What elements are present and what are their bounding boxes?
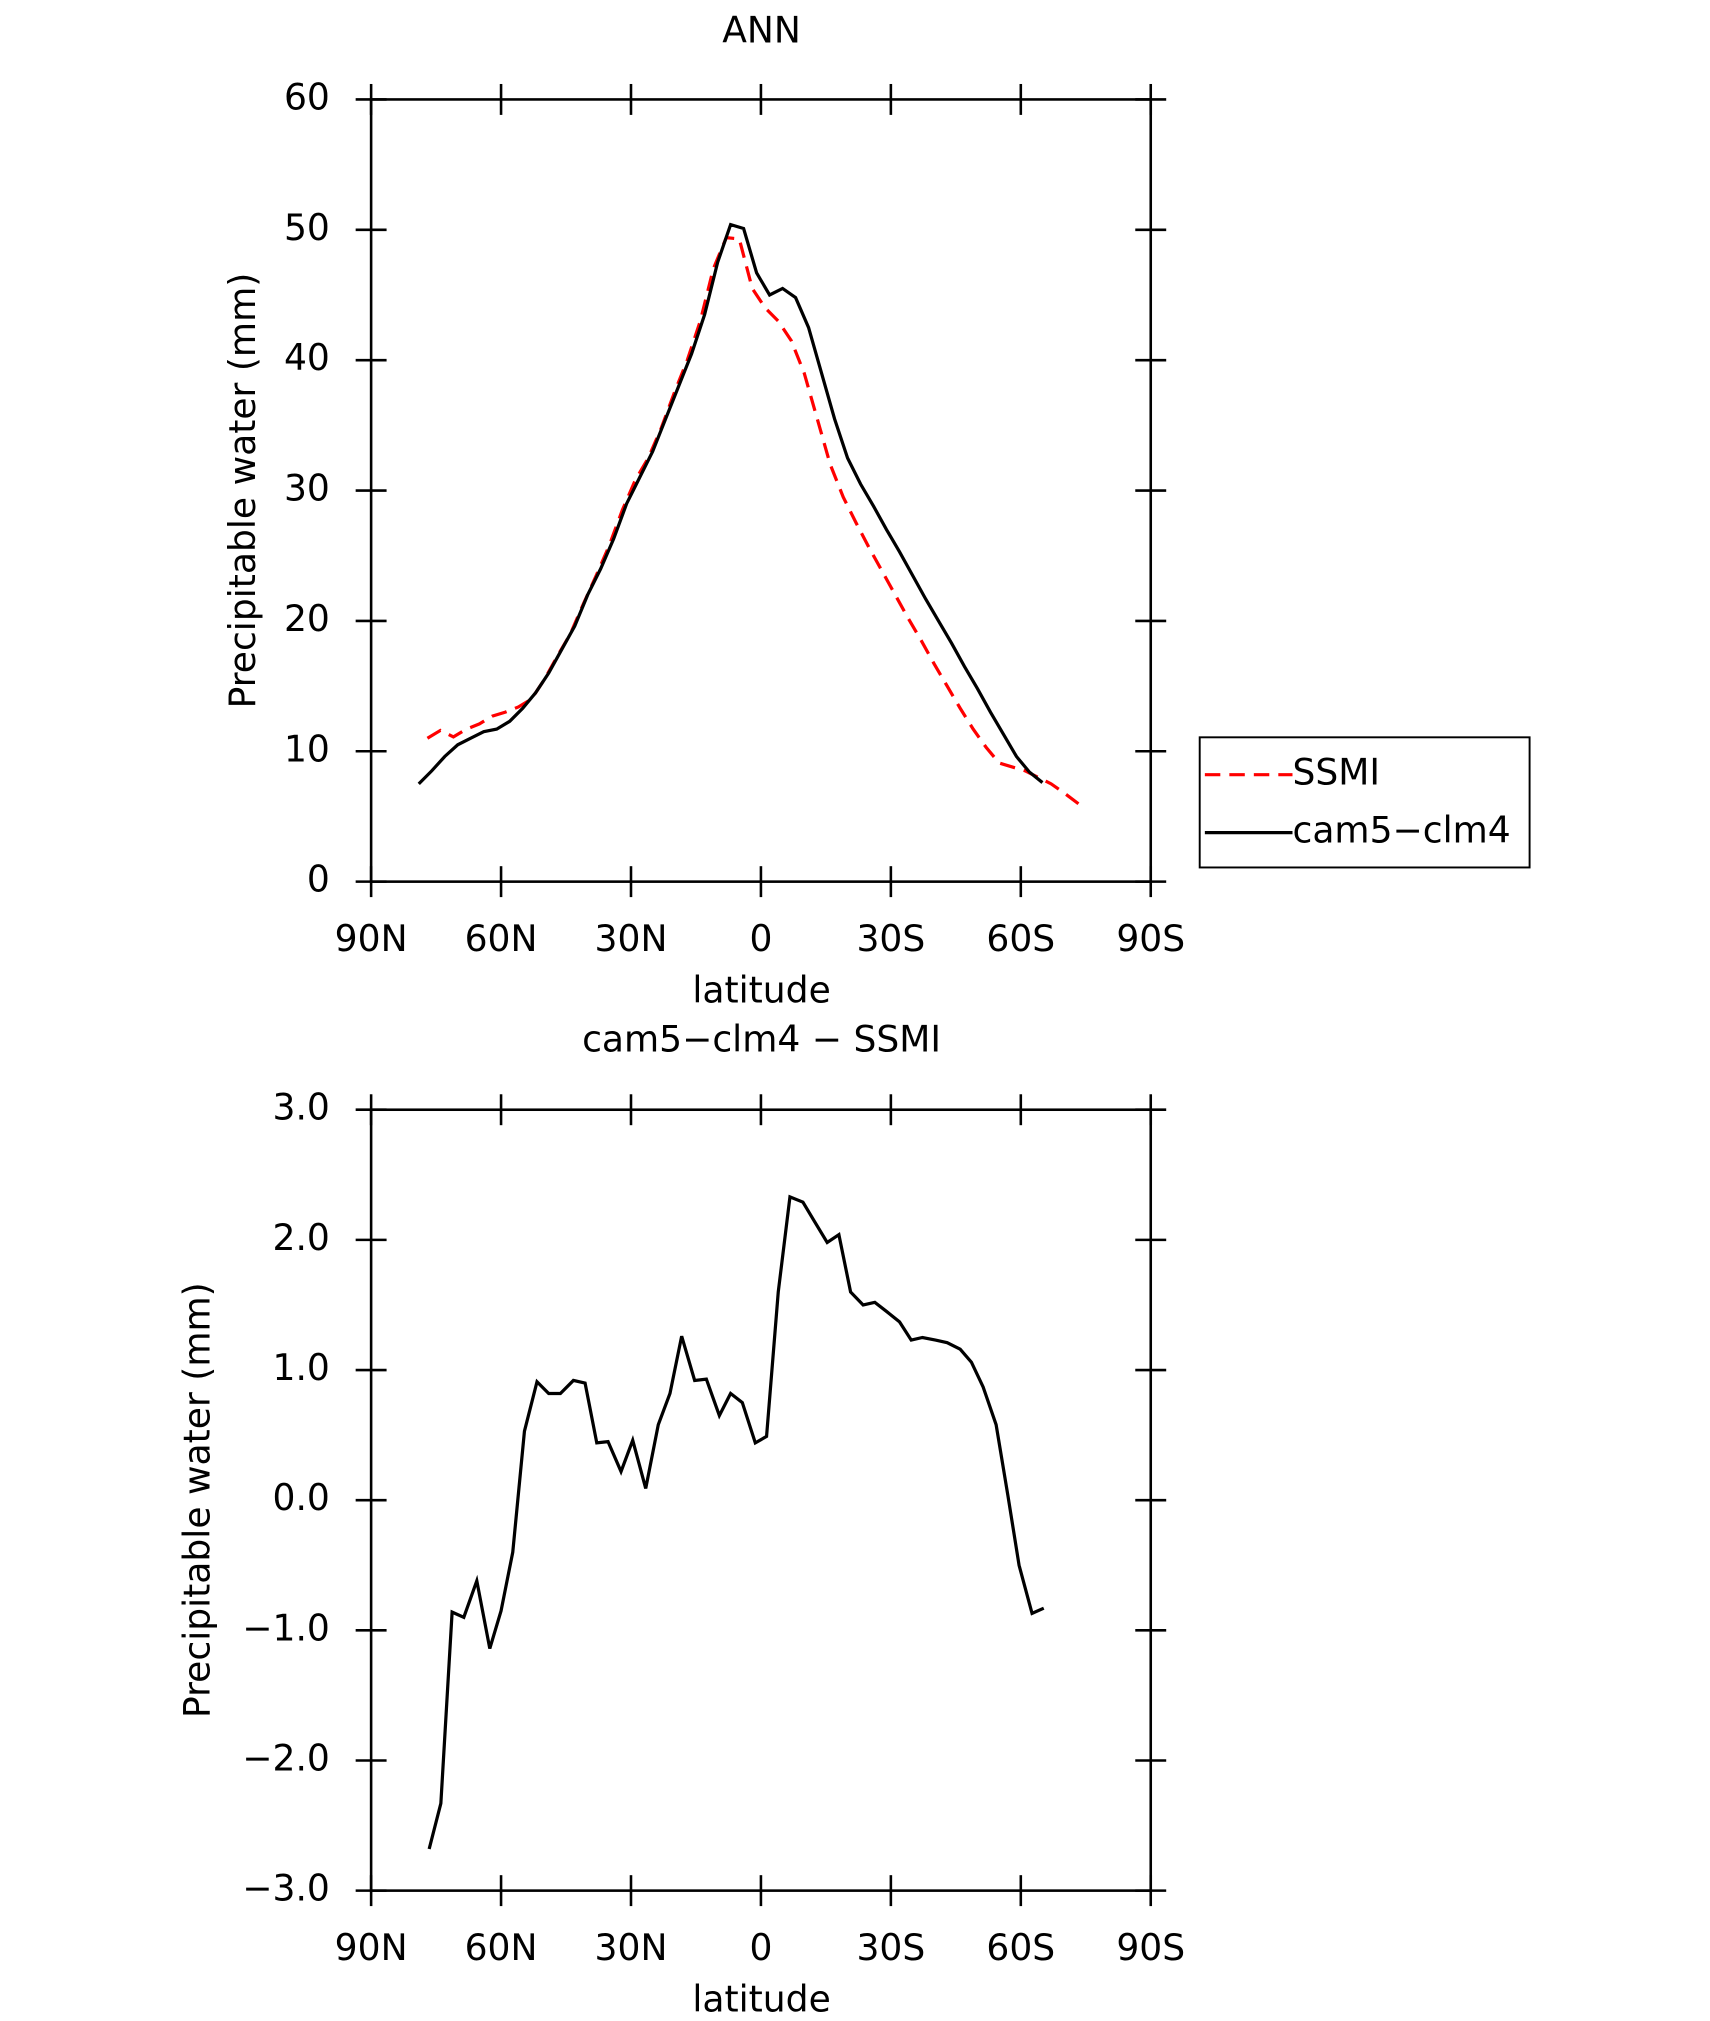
x-tick-label: 90N xyxy=(335,1927,408,1969)
y-tick-label: 50 xyxy=(284,207,330,249)
y-tick-label: 20 xyxy=(284,598,330,640)
y-tick-label: 0 xyxy=(307,859,330,901)
y-tick-label: −3.0 xyxy=(242,1868,330,1910)
y-tick-label: 40 xyxy=(284,337,330,379)
x-axis-label: latitude xyxy=(692,1978,830,2020)
y-tick-label: 30 xyxy=(284,468,330,510)
x-tick-label: 30S xyxy=(856,1927,925,1969)
x-tick-label: 90S xyxy=(1116,918,1185,960)
y-tick-label: 60 xyxy=(284,76,330,118)
x-tick-label: 60N xyxy=(465,918,538,960)
y-tick-label: 0.0 xyxy=(272,1477,329,1519)
data-line xyxy=(426,235,1083,808)
x-tick-label: 0 xyxy=(749,1927,772,1969)
y-tick-label: 3.0 xyxy=(272,1087,329,1129)
y-tick-label: 2.0 xyxy=(272,1217,329,1259)
x-tick-label: 0 xyxy=(749,918,772,960)
x-tick-label: 60S xyxy=(986,1927,1055,1969)
y-axis-label: Precipitable water (mm) xyxy=(177,1282,219,1718)
y-axis-label: Precipitable water (mm) xyxy=(222,273,264,709)
chart-title: cam5−clm4 − SSMI xyxy=(582,1018,941,1060)
legend-label: SSMI xyxy=(1292,752,1380,794)
plot-frame xyxy=(369,98,1153,883)
x-tick-label: 90S xyxy=(1116,1927,1185,1969)
legend-label: cam5−clm4 xyxy=(1292,810,1510,852)
data-line xyxy=(427,1194,1045,1850)
x-tick-label: 30N xyxy=(595,918,668,960)
x-tick-label: 60S xyxy=(986,918,1055,960)
chart-title: ANN xyxy=(722,9,801,51)
x-tick-label: 60N xyxy=(465,1927,538,1969)
x-axis-label: latitude xyxy=(692,969,830,1011)
y-tick-label: −2.0 xyxy=(242,1737,330,1779)
x-tick-label: 30N xyxy=(595,1927,668,1969)
plot-frame xyxy=(369,1108,1153,1892)
y-tick-label: 1.0 xyxy=(272,1347,329,1389)
y-tick-label: 10 xyxy=(284,728,330,770)
legend-box xyxy=(1198,736,1531,869)
data-line xyxy=(417,222,1044,786)
x-tick-label: 30S xyxy=(856,918,925,960)
x-tick-label: 90N xyxy=(335,918,408,960)
y-tick-label: −1.0 xyxy=(242,1607,330,1649)
